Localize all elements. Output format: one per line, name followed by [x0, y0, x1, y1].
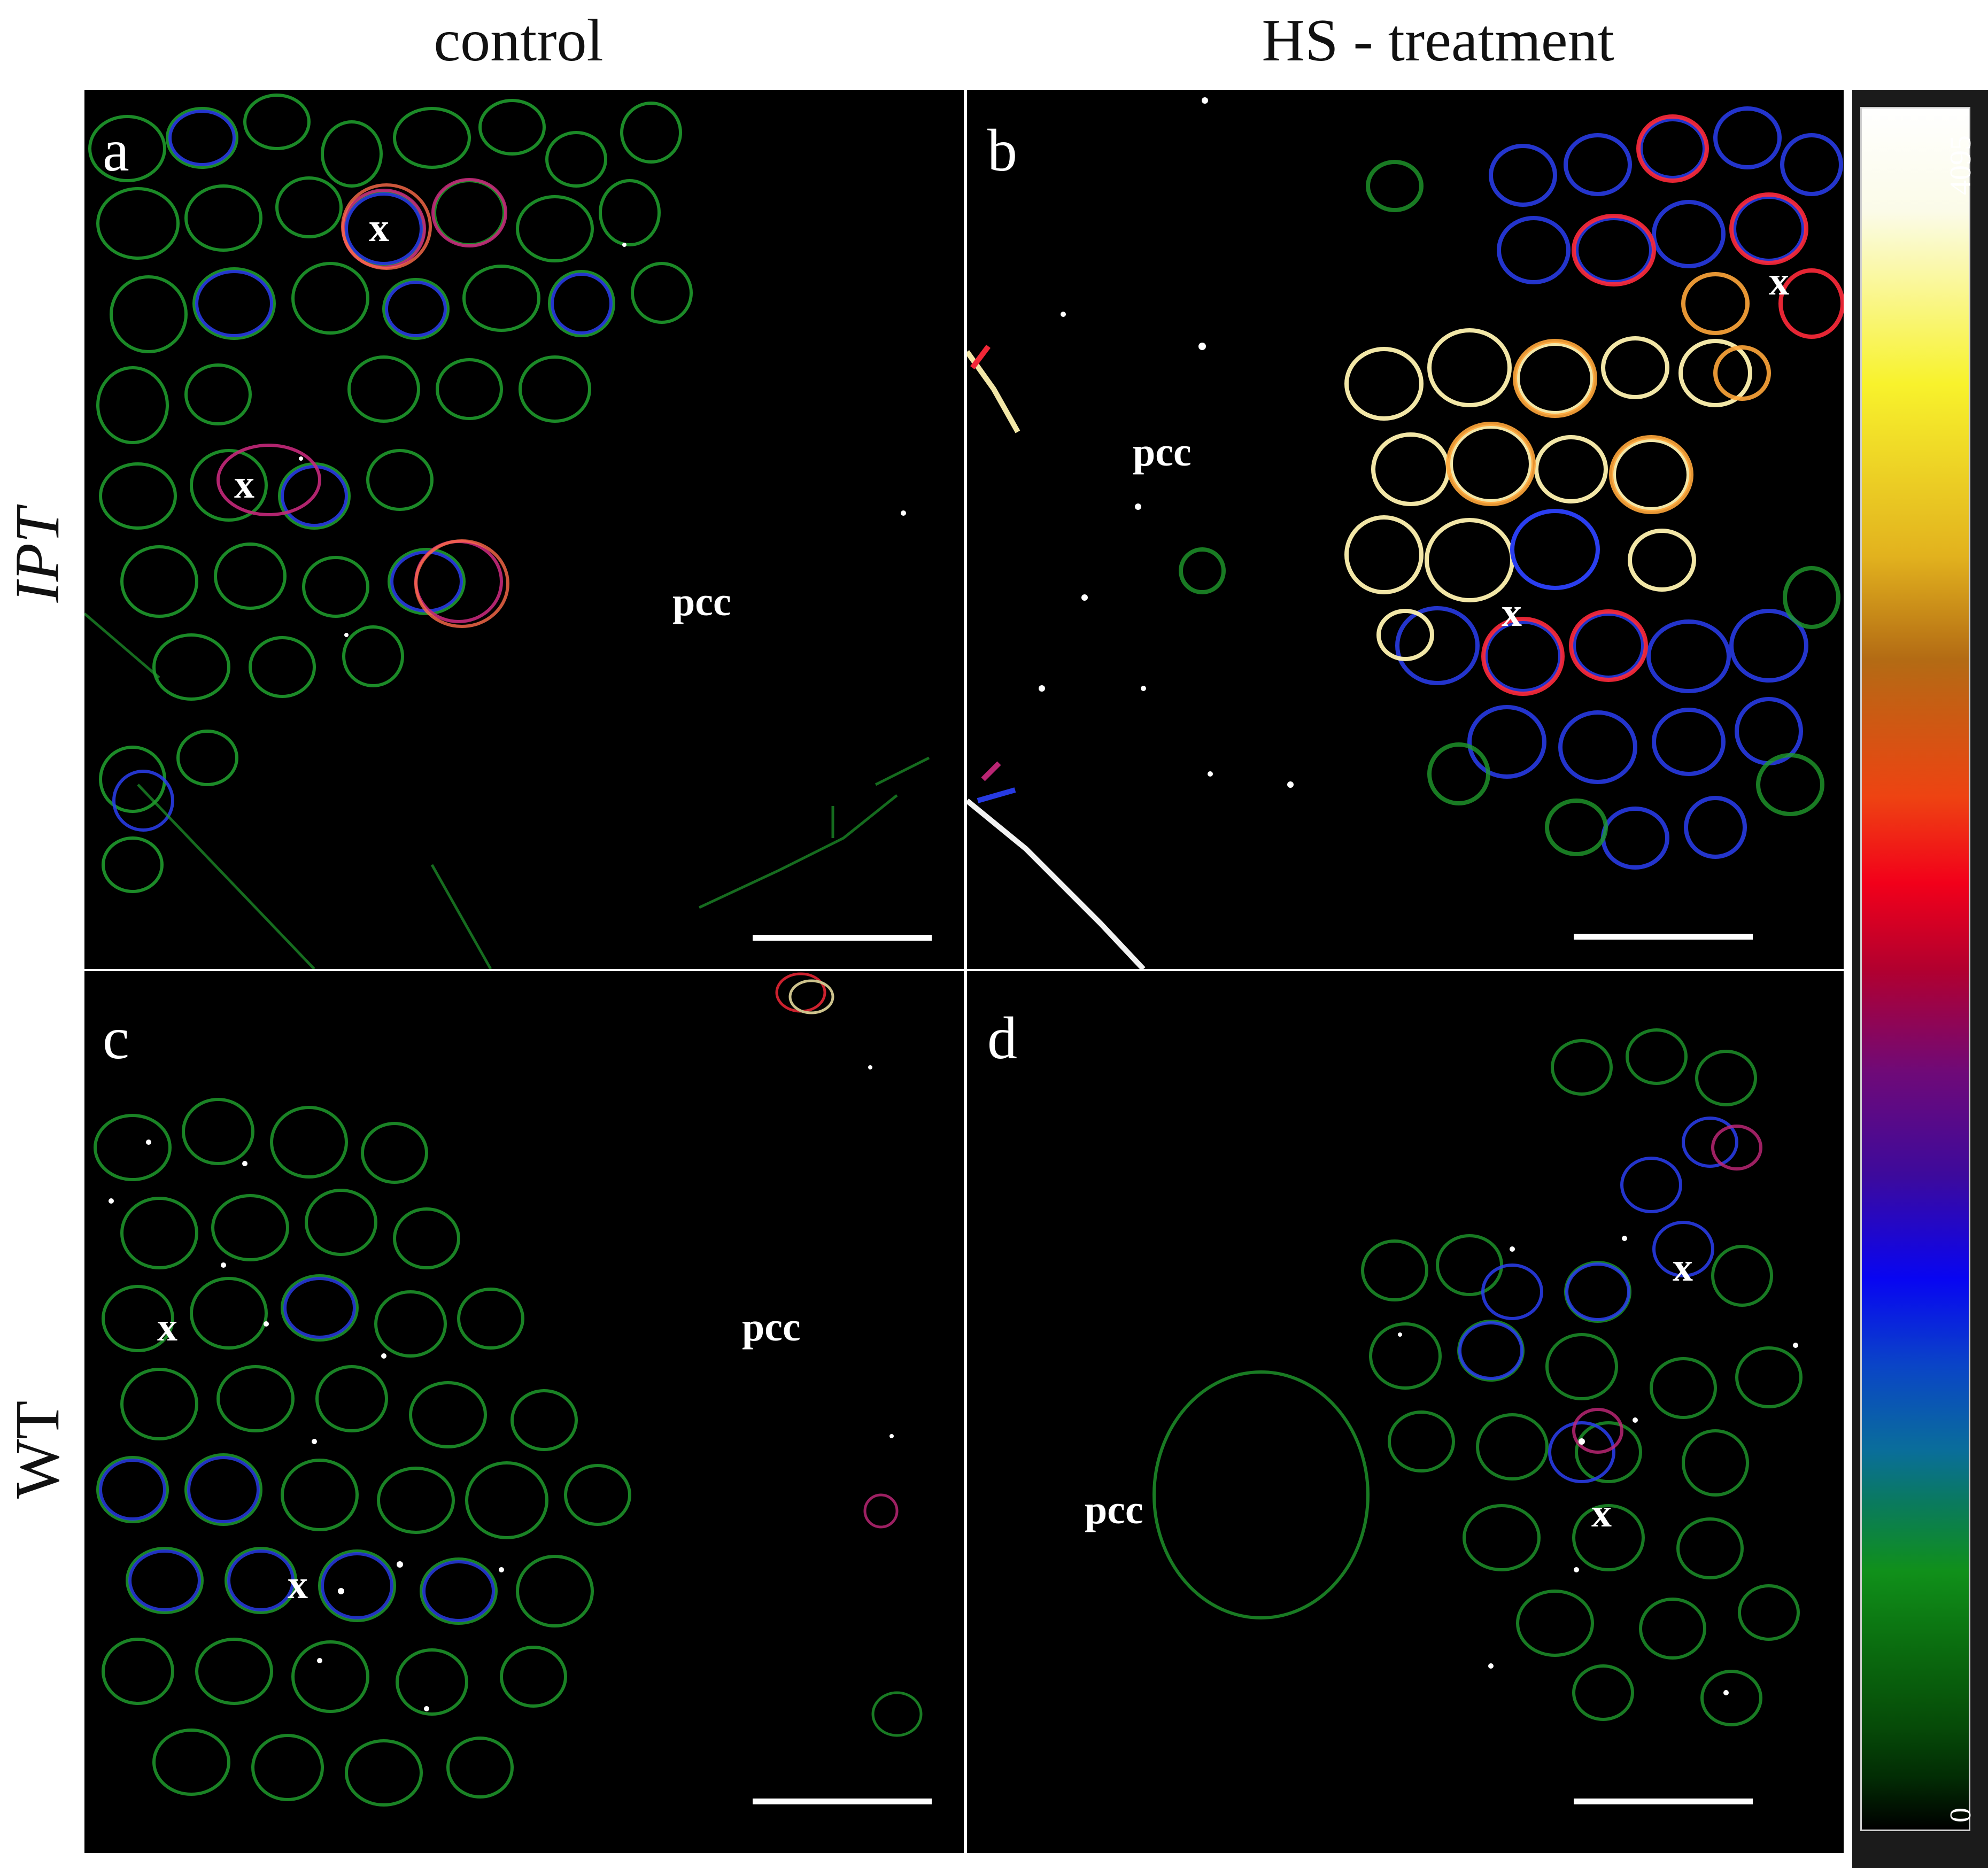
micrograph-b	[967, 97, 1844, 969]
row-label-ipt: IPT	[2, 508, 72, 603]
xylem-marker: x	[1502, 590, 1522, 635]
panel-letter-b: b	[987, 118, 1017, 184]
micrograph-a	[84, 94, 930, 969]
xylem-marker: x	[1769, 259, 1789, 304]
micrograph-d	[1152, 1028, 1803, 1726]
panel-letter-d: d	[987, 1005, 1017, 1072]
xylem-marker: x	[288, 1562, 308, 1607]
micrograph-c	[94, 972, 923, 1807]
panel-letter-a: a	[103, 118, 129, 184]
column-title-control: control	[434, 7, 604, 74]
xylem-marker: x	[1591, 1491, 1612, 1536]
panel-divider-vertical	[964, 90, 967, 1853]
xylem-marker: x	[157, 1305, 177, 1350]
pcc-marker: pcc	[742, 1305, 801, 1350]
scale-bar	[753, 1799, 932, 1804]
pcc-marker: pcc	[1085, 1487, 1143, 1532]
panel-letter-c: c	[103, 1005, 129, 1072]
panel-d: d x x pcc	[967, 971, 1844, 1853]
panel-b: b x pcc x	[967, 90, 1844, 969]
panel-divider-horizontal	[84, 969, 1844, 971]
panel-c: c x x pcc	[84, 971, 964, 1853]
scale-bar	[1574, 1799, 1753, 1804]
scale-bar	[1574, 934, 1753, 940]
column-title-hs-treatment: HS - treatment	[1262, 7, 1614, 74]
intensity-colorbar	[1860, 107, 1970, 1831]
colorbar-max-label: 4095	[1944, 135, 1977, 195]
xylem-marker: x	[369, 205, 389, 250]
pcc-marker: pcc	[672, 579, 731, 624]
row-label-wt: WT	[2, 1400, 72, 1499]
panel-a: a x x pcc	[84, 90, 964, 969]
pcc-marker: pcc	[1133, 430, 1192, 475]
xylem-marker: x	[1673, 1245, 1693, 1290]
scale-bar	[753, 935, 932, 941]
colorbar-min-label: 0	[1944, 1808, 1977, 1823]
xylem-marker: x	[234, 462, 254, 507]
